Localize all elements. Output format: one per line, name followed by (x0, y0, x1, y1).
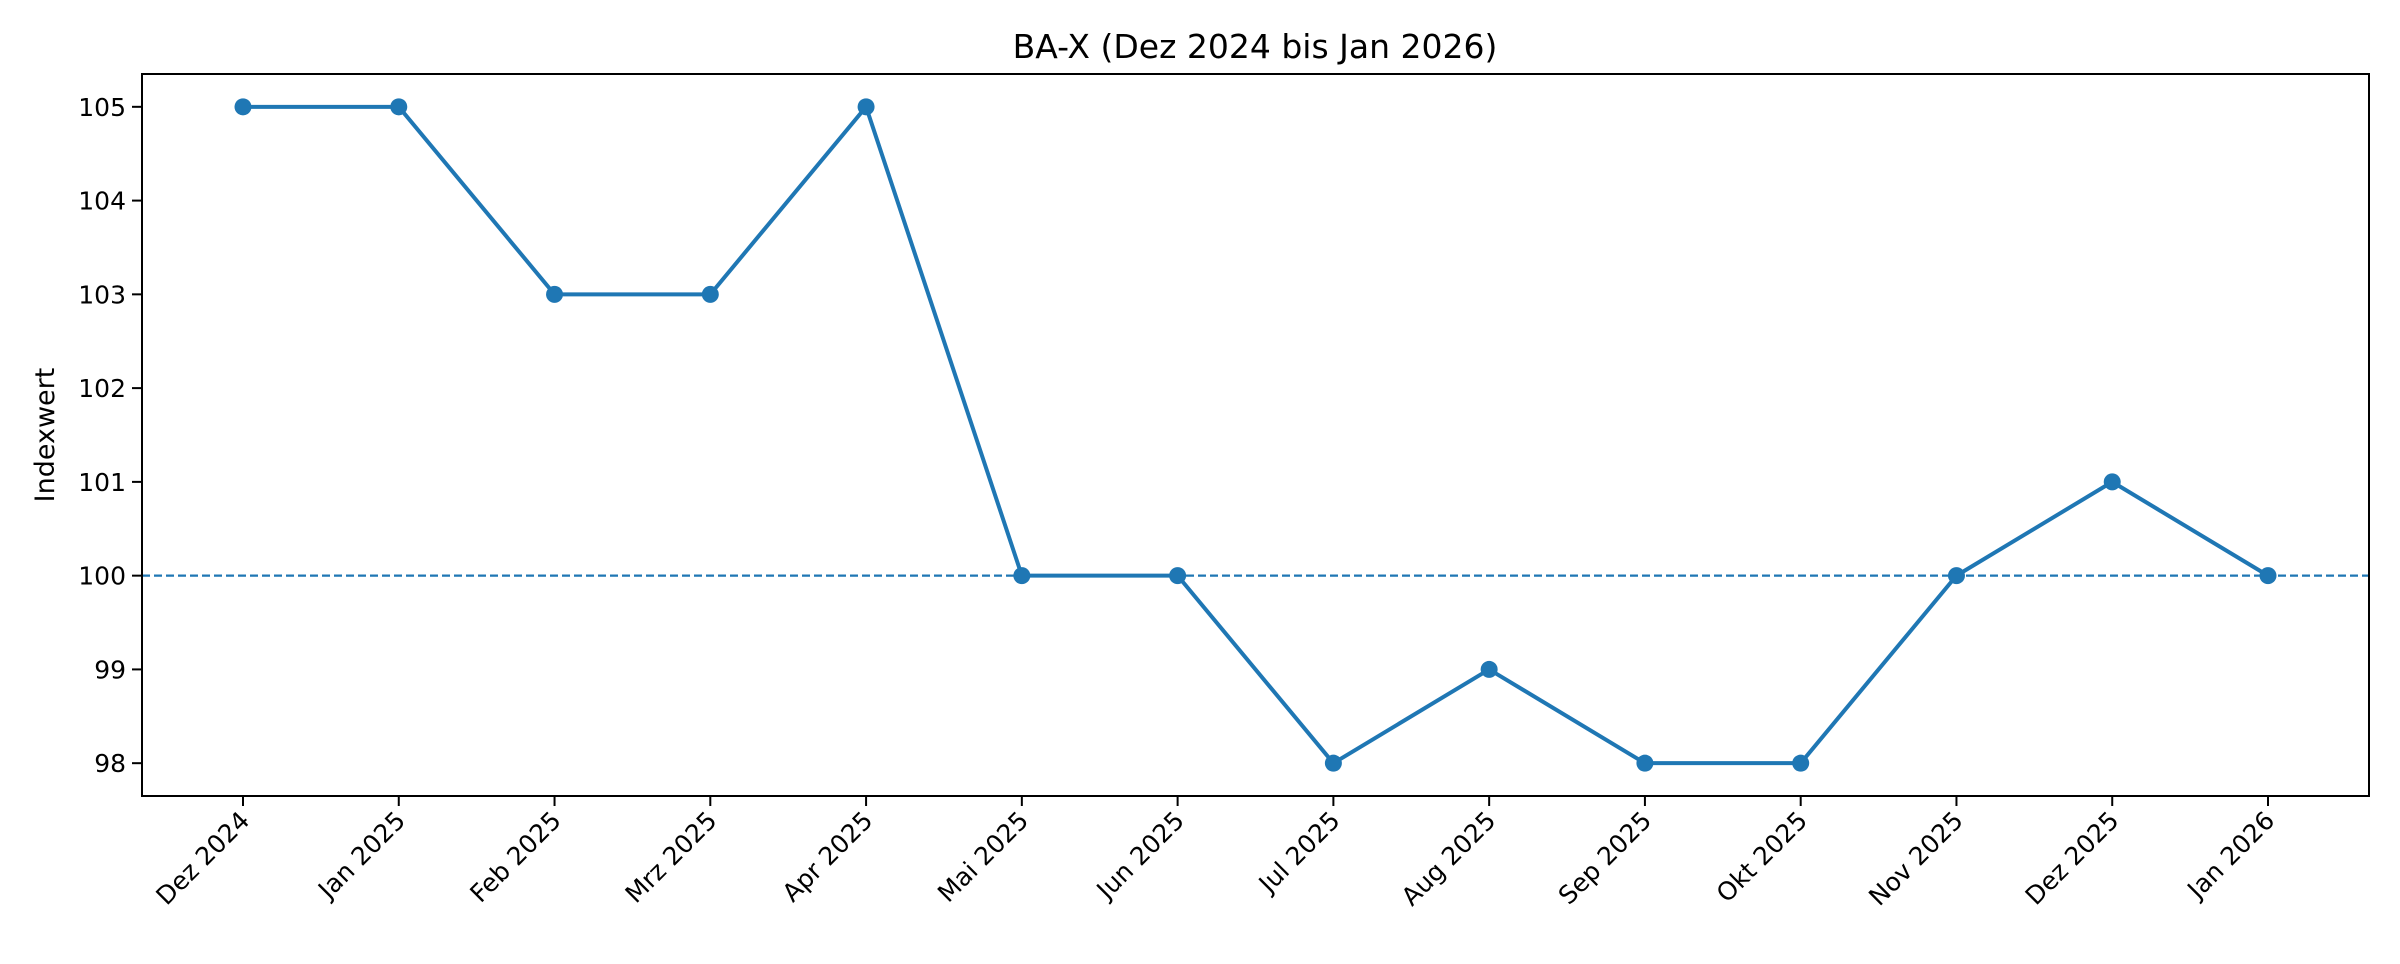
x-tick-label: Dez 2025 (2020, 806, 2125, 911)
data-point (1013, 567, 1031, 585)
x-tick-label: Aug 2025 (1396, 806, 1502, 912)
x-tick-label: Jul 2025 (1252, 806, 1346, 900)
y-axis-label: Indexwert (30, 368, 61, 503)
data-point (2103, 473, 2121, 491)
x-tick-label: Okt 2025 (1711, 806, 1813, 908)
x-tick-label: Mai 2025 (932, 806, 1034, 908)
data-point (701, 285, 719, 303)
data-point (2259, 567, 2277, 585)
y-tick-label: 99 (94, 655, 126, 684)
y-tick-label: 103 (78, 280, 126, 309)
data-point (390, 98, 408, 116)
y-tick-label: 102 (78, 374, 126, 403)
data-point (546, 285, 564, 303)
y-tick-label: 104 (78, 187, 126, 216)
data-point (234, 98, 252, 116)
x-tick-label: Apr 2025 (777, 806, 879, 908)
series-line (243, 104, 2270, 766)
data-point (1947, 567, 1965, 585)
data-point (1324, 754, 1342, 772)
x-tick-label: Dez 2024 (150, 806, 255, 911)
y-tick-label: 100 (78, 562, 126, 591)
x-tick-label: Mrz 2025 (620, 806, 723, 909)
y-tick-label: 98 (94, 749, 126, 778)
data-point (857, 98, 875, 116)
chart-title: BA-X (Dez 2024 bis Jan 2026) (1013, 27, 1498, 66)
data-point (1480, 660, 1498, 678)
x-tick-label: Feb 2025 (464, 806, 566, 908)
y-tick-label: 101 (78, 468, 126, 497)
data-point (1636, 754, 1654, 772)
y-tick-label: 105 (78, 93, 126, 122)
data-point (1792, 754, 1810, 772)
plot-frame (141, 73, 2370, 797)
x-tick-label: Jan 2026 (2180, 806, 2280, 906)
x-tick-label: Jan 2025 (311, 806, 411, 906)
data-point (1169, 567, 1187, 585)
x-tick-label: Sep 2025 (1553, 806, 1657, 910)
x-tick-label: Nov 2025 (1863, 806, 1969, 912)
x-tick-label: Jun 2025 (1090, 806, 1190, 906)
